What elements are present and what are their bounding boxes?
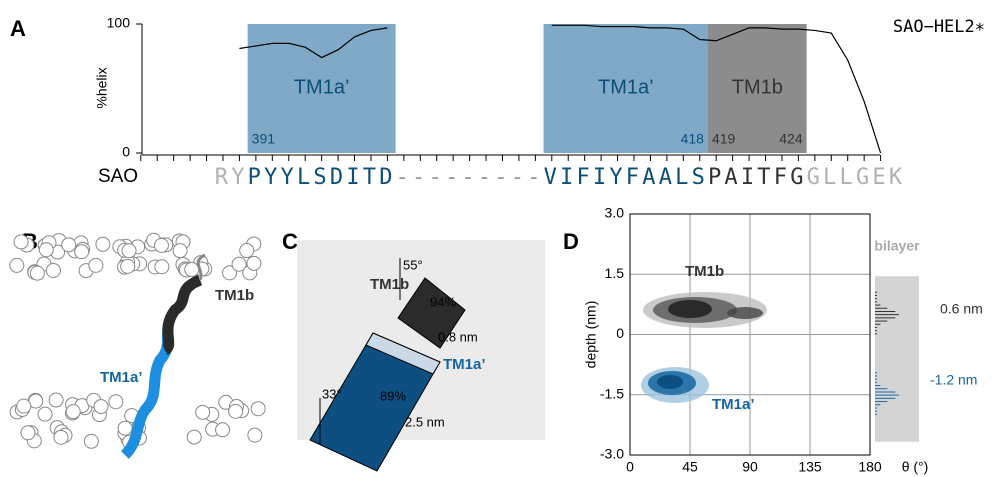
lipid [74,244,90,260]
plot-frame [629,213,871,456]
label: 0.8 nm [438,329,478,344]
x-tick-label: 180 [858,459,882,475]
x-tick-label: 45 [682,459,698,475]
sequence-segment: GLLGEK [807,165,906,190]
label: TM1a’ [712,396,755,413]
region [707,24,807,153]
lipid [121,243,137,259]
label: TM1b [215,287,254,304]
y-tick-label: 0 [616,325,624,341]
x-tick-label: 90 [742,459,758,475]
label: TM1b [685,263,724,280]
lipid [154,259,170,275]
residue-number: 418 [681,131,705,147]
title: SAO−HEL2∗ [893,17,985,37]
lipid [95,236,111,252]
y-tick-label: -1.5 [600,385,624,401]
density [657,375,683,389]
region-label: TM1a’ [294,76,350,98]
lipid [37,406,53,422]
label: 89% [380,388,406,403]
tm1b-box [397,277,466,349]
lipid [93,399,109,415]
region [543,24,708,153]
lipid [108,394,124,410]
density [727,307,763,319]
x-tick-label: 135 [798,459,822,475]
lipid [247,427,263,443]
sequence-segment: PAITFG [708,165,807,190]
lipid [88,257,104,273]
x-axis-label: θ (°) [902,459,929,475]
label: bilayer [874,238,920,254]
label: TM1a’ [100,369,143,386]
lipid [228,403,244,419]
lipid [250,401,266,417]
lipid [83,433,99,449]
label: TM1b [370,276,409,293]
sequence-segment: PYYLSDITD [248,165,396,190]
helix-line [239,27,388,59]
helix-tm1b [161,274,203,355]
y-axis-label: %helix [94,67,110,108]
residue-number: 424 [779,131,803,147]
lipid [38,242,54,258]
label: -1.2 nm [930,372,977,388]
lipid [215,422,231,438]
lipid [195,404,211,420]
lipid [48,392,64,408]
lipid [184,262,200,278]
label: TM1a’ [443,356,486,373]
y-tick-label: 100 [107,15,131,31]
y-tick-label: 3.0 [605,205,625,221]
helix-line [551,24,882,154]
density [668,300,712,318]
region-label: TM1b [732,76,783,98]
label: 0.6 nm [940,301,983,317]
lipid [9,257,25,273]
lipid [53,429,69,445]
tm1a-top [365,332,441,375]
lipid [172,243,188,259]
lipid [246,255,262,271]
lipid [16,398,32,414]
lipid [120,258,136,274]
label: 94% [430,294,456,309]
sequence-segment: --------- [396,165,544,190]
lipid [222,265,238,281]
x-tick-label: 0 [626,459,634,475]
residue-number: 419 [712,131,736,147]
sequence-segment: RY [215,165,248,190]
lipid [231,256,247,272]
lipid [45,262,61,278]
y-tick-label: 0 [122,144,130,160]
lipid [239,243,255,259]
lipid [153,237,169,253]
lipid [65,404,81,420]
region [247,24,396,153]
residue-number: 391 [252,131,276,147]
bilayer-box [875,276,919,442]
label: 55° [403,257,423,272]
sequence-segment: VIFIYFAALS [544,165,708,190]
panel-label: D [563,229,579,254]
coil [196,253,206,281]
lipid [186,429,202,445]
y-tick-label: -3.0 [600,446,624,462]
row-label: SAO [98,166,138,187]
panel-label: A [10,16,26,41]
label: 2.5 nm [405,414,445,429]
lipid [61,237,77,253]
y-tick-label: 1.5 [605,265,625,281]
label: 33° [322,386,342,401]
lipid [117,420,133,436]
helix-tm1a [120,274,203,459]
y-axis-label: depth (nm) [583,301,599,369]
panel-label: C [282,229,298,254]
lipid [20,425,36,441]
region-label: TM1a’ [598,76,654,98]
lipid [29,265,45,281]
lipid [13,234,29,250]
